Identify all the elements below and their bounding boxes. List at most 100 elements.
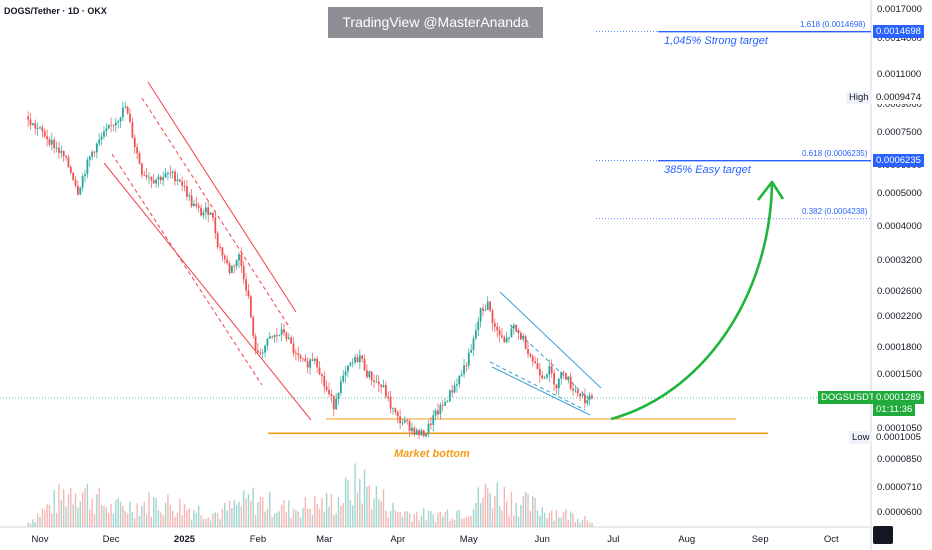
candle-body bbox=[472, 338, 475, 350]
time-axis-label: Oct bbox=[823, 534, 839, 545]
volume-bar bbox=[539, 515, 541, 527]
candle-body bbox=[354, 357, 356, 363]
tradingview-logo-icon[interactable] bbox=[873, 526, 893, 544]
candle-body bbox=[339, 381, 342, 394]
candle-body bbox=[174, 171, 176, 182]
candle-body bbox=[567, 376, 570, 380]
volume-bar bbox=[155, 497, 157, 527]
volume-bar bbox=[183, 504, 186, 527]
candle-body bbox=[382, 385, 385, 387]
candle-body bbox=[384, 385, 387, 397]
candle-body bbox=[546, 374, 548, 378]
volume-bar bbox=[536, 510, 539, 527]
volume-bar bbox=[524, 491, 527, 527]
candle-body bbox=[427, 423, 430, 434]
candle-body bbox=[396, 412, 399, 417]
candle-body bbox=[88, 156, 91, 160]
candle-body bbox=[278, 334, 281, 336]
candle-body bbox=[562, 371, 565, 374]
candle-body bbox=[392, 408, 394, 410]
volume-bar bbox=[333, 514, 335, 527]
candle-body bbox=[351, 362, 354, 364]
volume-bar bbox=[79, 501, 81, 527]
volume-bar bbox=[508, 515, 510, 527]
volume-bar bbox=[243, 490, 245, 527]
volume-bar bbox=[112, 513, 115, 527]
candle-body bbox=[302, 358, 304, 360]
candle-body bbox=[429, 423, 432, 425]
candle-body bbox=[366, 370, 368, 378]
volume-bar bbox=[489, 492, 491, 527]
candle-body bbox=[197, 205, 200, 208]
volume-bar bbox=[188, 508, 190, 527]
candle-body bbox=[453, 385, 456, 393]
volume-bar bbox=[205, 519, 207, 527]
volume-bar bbox=[503, 486, 506, 527]
volume-bar bbox=[321, 497, 323, 527]
volume-bar bbox=[93, 513, 96, 527]
volume-bar bbox=[105, 507, 108, 527]
candle-body bbox=[226, 259, 229, 264]
candle-body bbox=[36, 128, 39, 129]
volume-bar bbox=[584, 515, 586, 527]
candle-body bbox=[503, 337, 506, 343]
volume-bar bbox=[216, 513, 219, 527]
candle-body bbox=[437, 410, 439, 415]
candle-body bbox=[74, 179, 77, 186]
volume-bar bbox=[309, 508, 311, 527]
volume-bar bbox=[276, 512, 278, 527]
candle-body bbox=[240, 254, 243, 267]
high-label: High bbox=[846, 90, 872, 104]
candle-body bbox=[311, 359, 314, 361]
volume-bar bbox=[567, 520, 569, 527]
volume-bar bbox=[415, 512, 418, 527]
candle-body bbox=[363, 358, 366, 371]
volume-bar bbox=[141, 505, 143, 527]
volume-bar bbox=[366, 486, 368, 527]
volume-bar bbox=[174, 516, 176, 527]
candle-body bbox=[287, 337, 290, 339]
volume-bar bbox=[520, 504, 522, 527]
candle-body bbox=[216, 233, 219, 248]
time-axis-label: Dec bbox=[102, 534, 120, 545]
volume-bar bbox=[468, 516, 470, 527]
candle-body bbox=[84, 174, 86, 177]
volume-bar bbox=[534, 498, 536, 527]
price-axis-label: 0.0000850 bbox=[877, 454, 922, 466]
volume-bar bbox=[254, 514, 257, 527]
volume-bar bbox=[190, 519, 193, 527]
volume-bar bbox=[453, 519, 456, 527]
volume-bar bbox=[29, 523, 32, 527]
candle-body bbox=[420, 430, 423, 436]
strong-target-price-tag: 0.0014698 bbox=[873, 24, 924, 38]
candle-body bbox=[190, 195, 193, 207]
candle-body bbox=[150, 177, 153, 181]
volume-bar bbox=[311, 515, 314, 527]
watermark-banner: TradingView @MasterAnanda bbox=[328, 7, 543, 38]
wedge-line bbox=[499, 291, 602, 389]
volume-bar bbox=[176, 512, 179, 527]
candle-body bbox=[41, 127, 44, 132]
candle-body bbox=[285, 332, 288, 339]
volume-bar bbox=[157, 510, 160, 527]
easy-target-price-tag: 0.0006235 bbox=[873, 153, 924, 167]
candle-body bbox=[157, 176, 160, 180]
candle-body bbox=[169, 172, 172, 174]
candle-body bbox=[536, 363, 539, 370]
volume-bar bbox=[70, 488, 72, 527]
volume-bar bbox=[340, 505, 342, 527]
candle-body bbox=[583, 394, 586, 404]
volume-bar bbox=[238, 501, 240, 527]
candle-body bbox=[505, 337, 508, 343]
candle-body bbox=[415, 429, 418, 435]
projection-arrow bbox=[610, 182, 774, 421]
volume-bar bbox=[437, 512, 439, 527]
current-price-tag: 0.0001289 bbox=[873, 390, 924, 404]
candle-body bbox=[456, 384, 458, 386]
volume-bar bbox=[491, 508, 494, 527]
candle-body bbox=[79, 187, 82, 195]
candle-body bbox=[349, 363, 352, 366]
volume-bar bbox=[67, 494, 70, 527]
volume-bar bbox=[472, 508, 475, 527]
